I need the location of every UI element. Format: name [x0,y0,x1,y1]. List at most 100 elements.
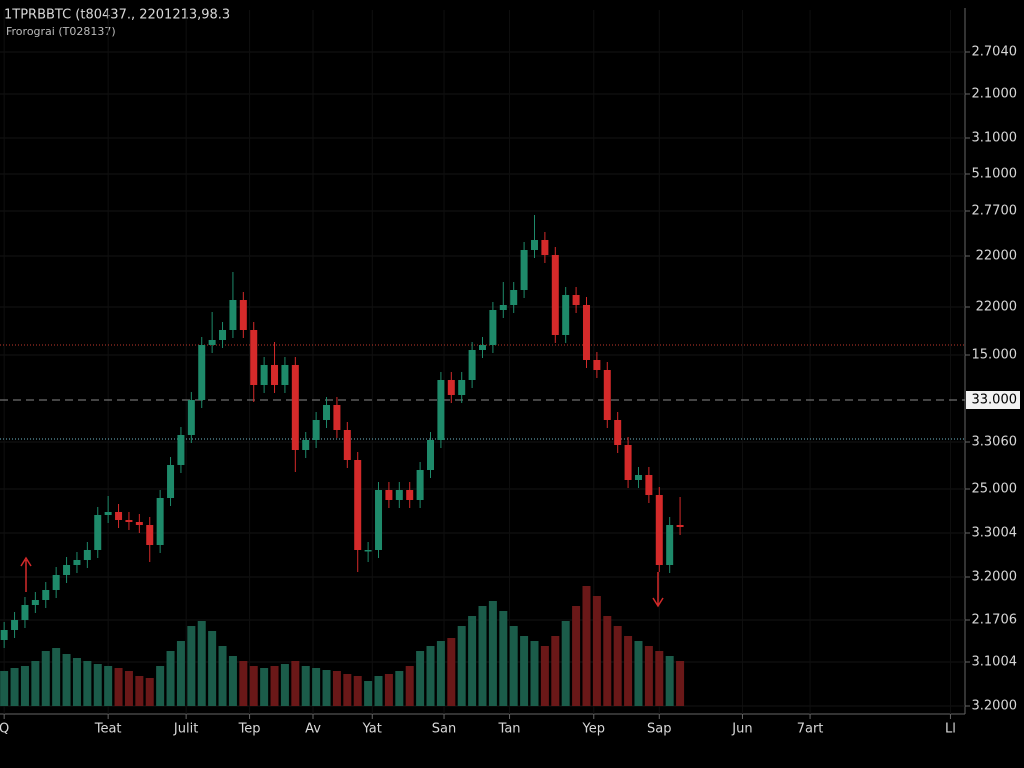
candle-body [0,630,8,640]
volume-bar [561,621,570,706]
candle-body [458,380,466,395]
volume-bar [644,646,653,706]
volume-bar [187,626,196,706]
candle-body [655,495,663,565]
y-tick-label: 3.3004 [972,526,1018,541]
candle-body [146,525,154,545]
x-tick-label: Jun [731,722,752,737]
candle-body [437,380,445,440]
candle-body [510,290,518,305]
volume-bar [374,676,383,706]
volume-bar [197,621,206,706]
candle-body [666,525,674,565]
x-tick-label: Tan [498,722,521,737]
candle-body [260,365,268,385]
volume-bar [228,656,237,706]
candle-body [125,520,133,522]
up-arrow [20,556,32,592]
candle-body [63,565,71,575]
y-tick-label: 22000 [976,249,1017,264]
volume-bar [582,586,591,706]
volume-bar [665,656,674,706]
candle-body [354,460,362,550]
candle-body [208,340,216,345]
candle-body [21,605,29,620]
price-label: 33.000 [972,393,1018,408]
x-tick-label: 7art [797,722,824,737]
chart-subtitle: Frorograi (T028137) [6,25,116,38]
volume-bar [540,646,549,706]
candle-body [395,490,403,500]
candle-body [31,600,39,605]
volume-bar [499,611,508,706]
y-tick-label: 2.7040 [972,45,1018,60]
y-tick-label: 22000 [976,300,1017,315]
x-tick-label: Tep [238,722,261,737]
volume-bar [72,658,81,706]
candle-body [73,560,81,565]
candle-body [42,590,50,600]
volume-bar [260,668,269,706]
volume-bar [468,616,477,706]
candle-body [219,330,227,340]
candle-body [198,345,206,400]
candle-body [323,405,331,420]
volume-bar [592,596,601,706]
candle-body [676,525,684,527]
volume-bar [364,681,373,706]
x-tick-label: Av [305,722,321,737]
candle-body [167,465,175,498]
candle-body [135,522,143,525]
volume-bar [332,671,341,706]
volume-bar [176,641,185,706]
volume-bar [301,666,310,706]
volume-bar [124,671,133,706]
volume-bar [114,668,123,706]
candle-body [551,255,559,335]
y-tick-label: 5.1000 [972,167,1018,182]
candle-body [302,440,310,450]
candle-body [52,575,60,590]
volume-bar [488,601,497,706]
volume-bar [624,636,633,706]
y-tick-label: 15.000 [972,348,1018,363]
y-tick-label: 3.2000 [972,570,1018,585]
volume-bar [478,606,487,706]
candle-body [115,512,123,520]
candle-body [83,550,91,560]
candle-body [479,345,486,350]
x-tick-label: Ll [945,722,956,737]
candle-body [489,310,497,345]
volume-bar [104,666,113,706]
candle-body [312,420,320,440]
x-tick-label: Julit [173,722,198,737]
candle-body [281,365,289,385]
y-tick-label: 2.7700 [972,204,1018,219]
y-tick-label: 2.1000 [972,87,1018,102]
volume-bar [426,646,435,706]
volume-bar [436,641,445,706]
volume-bar [520,636,529,706]
candle-body [427,440,435,470]
volume-bar [312,668,321,706]
candle-body [291,365,299,450]
volume-bar [218,646,227,706]
candle-body [562,295,570,335]
volume-bar [322,670,331,706]
candle-body [343,430,351,460]
down-arrow [652,572,664,608]
volume-bar [249,666,258,706]
volume-bar [10,668,19,706]
volume-bar [395,671,404,706]
volume-bar [405,666,414,706]
x-tick-label: Teat [94,722,122,737]
candle-body [104,512,112,515]
volume-bar [676,661,685,706]
volume-bar [145,678,154,706]
candle-body [250,330,258,385]
candle-body [530,240,538,250]
volume-bar [655,651,664,706]
candle-body [447,380,455,395]
volume-bar [291,661,300,706]
volume-bar [52,648,61,706]
